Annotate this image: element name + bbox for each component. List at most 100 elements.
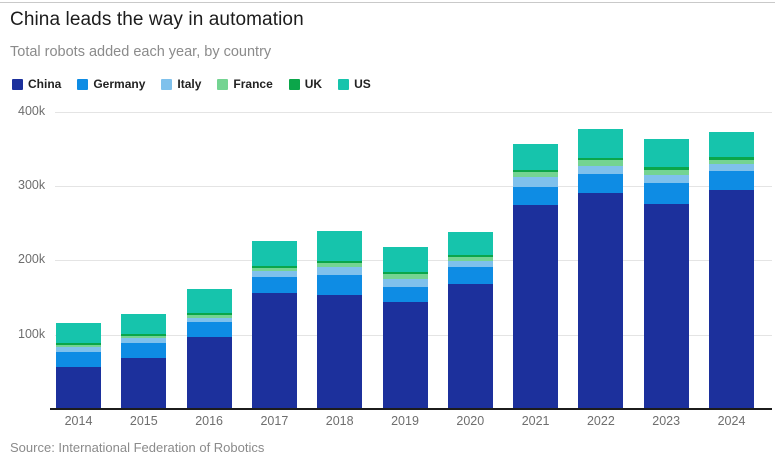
bar-segment-germany-2021 <box>513 187 559 205</box>
bar-segment-china-2015 <box>121 358 167 409</box>
bar-segment-uk-2016 <box>186 312 232 315</box>
bar-2020 <box>447 232 493 409</box>
bar-segment-us-2023 <box>643 139 689 168</box>
legend-label: Italy <box>177 77 202 91</box>
bar-segment-uk-2019 <box>382 271 428 274</box>
y-axis-tick: 100k <box>18 326 46 341</box>
bar-segment-uk-2015 <box>121 333 167 336</box>
bar-segment-france-2017 <box>251 267 297 272</box>
gridline-400k <box>55 111 772 113</box>
x-axis-tick: 2016 <box>195 414 223 428</box>
bar-2024 <box>709 131 754 409</box>
y-axis-tick: 300k <box>18 178 46 193</box>
y-axis-tick: 200k <box>18 252 46 267</box>
source-attribution: Source: International Federation of Robo… <box>10 440 265 455</box>
bar-segment-us-2021 <box>513 144 559 171</box>
chart-legend: China Germany Italy France UK US <box>12 77 371 91</box>
bar-2022 <box>578 128 624 409</box>
bar-segment-uk-2014 <box>56 342 101 345</box>
bar-segment-france-2021 <box>513 172 559 177</box>
x-axis-tick: 2019 <box>391 414 419 428</box>
bar-2014 <box>56 323 101 409</box>
bar-segment-china-2014 <box>56 366 101 409</box>
bar-segment-china-2018 <box>317 294 363 409</box>
bar-segment-germany-2020 <box>447 267 493 284</box>
bar-segment-germany-2019 <box>382 286 428 303</box>
x-axis-tick: 2023 <box>652 414 681 428</box>
bar-segment-us-2015 <box>121 313 167 334</box>
bar-segment-uk-2020 <box>447 255 493 258</box>
legend-label: China <box>28 77 62 91</box>
legend-swatch-italy <box>161 78 173 90</box>
bar-segment-china-2024 <box>709 189 754 409</box>
bar-segment-italy-2021 <box>513 176 559 188</box>
top-divider <box>0 2 775 3</box>
x-axis-tick: 2014 <box>64 414 93 428</box>
legend-label: Germany <box>93 77 146 91</box>
bar-segment-us-2017 <box>251 241 297 266</box>
y-axis-tick: 400k <box>18 103 46 118</box>
bar-segment-germany-2017 <box>251 277 297 293</box>
bar-segment-us-2020 <box>447 232 493 256</box>
bar-segment-france-2015 <box>121 335 167 339</box>
bar-segment-us-2014 <box>56 323 101 343</box>
bar-segment-italy-2024 <box>709 163 754 172</box>
bar-segment-china-2016 <box>186 337 232 409</box>
x-axis-tick: 2015 <box>129 414 158 428</box>
legend-swatch-france <box>217 78 229 90</box>
bar-segment-germany-2015 <box>121 343 167 359</box>
bar-2021 <box>513 144 559 409</box>
bar-segment-china-2023 <box>643 203 689 409</box>
bar-segment-china-2021 <box>513 204 559 409</box>
bar-segment-china-2020 <box>447 283 493 409</box>
legend-item-germany: Germany <box>77 77 145 91</box>
chart-title: China leads the way in automation <box>10 9 304 30</box>
bar-segment-germany-2018 <box>317 274 363 295</box>
x-axis-tick: 2017 <box>260 414 289 428</box>
bar-segment-france-2019 <box>382 273 428 279</box>
legend-item-uk: UK <box>288 77 323 91</box>
legend-item-us: US <box>338 77 371 91</box>
bar-segment-us-2019 <box>382 246 428 272</box>
x-axis-tick: 2022 <box>586 414 615 428</box>
bar-segment-us-2016 <box>186 289 232 313</box>
bar-2019 <box>382 246 428 409</box>
bar-segment-france-2014 <box>56 344 101 348</box>
legend-swatch-china <box>12 78 23 90</box>
bar-segment-france-2024 <box>709 159 754 164</box>
bar-segment-uk-2017 <box>251 265 297 268</box>
legend-swatch-germany <box>77 78 89 90</box>
x-axis-tick: 2018 <box>325 414 354 428</box>
bar-segment-italy-2014 <box>56 347 101 352</box>
x-axis-tick: 2024 <box>717 414 746 428</box>
bar-segment-germany-2014 <box>56 351 101 367</box>
bar-segment-us-2024 <box>709 131 754 158</box>
bar-2017 <box>251 241 297 409</box>
legend-item-france: France <box>217 77 273 91</box>
legend-swatch-us <box>338 78 350 90</box>
legend-swatch-uk <box>288 78 300 90</box>
legend-item-china: China <box>12 77 61 91</box>
bar-segment-us-2022 <box>578 128 624 159</box>
bar-segment-france-2016 <box>186 314 232 318</box>
bar-segment-italy-2017 <box>251 271 297 278</box>
bar-2018 <box>317 231 363 409</box>
bar-segment-france-2020 <box>447 257 493 262</box>
bar-segment-italy-2023 <box>643 174 689 183</box>
bar-2023 <box>643 139 689 409</box>
legend-item-italy: Italy <box>161 77 201 91</box>
legend-label: US <box>354 77 371 91</box>
bar-segment-germany-2016 <box>186 322 232 338</box>
bar-segment-germany-2022 <box>578 174 624 194</box>
bar-segment-france-2018 <box>317 263 363 268</box>
bar-segment-uk-2018 <box>317 261 363 264</box>
legend-label: UK <box>304 77 323 91</box>
bar-2015 <box>121 313 167 409</box>
bar-segment-uk-2024 <box>709 157 754 160</box>
bar-segment-germany-2023 <box>643 182 689 204</box>
gridline-300k <box>55 186 772 188</box>
bar-segment-italy-2016 <box>186 317 232 323</box>
bar-2016 <box>186 289 232 409</box>
x-axis-tick: 2020 <box>456 414 485 428</box>
